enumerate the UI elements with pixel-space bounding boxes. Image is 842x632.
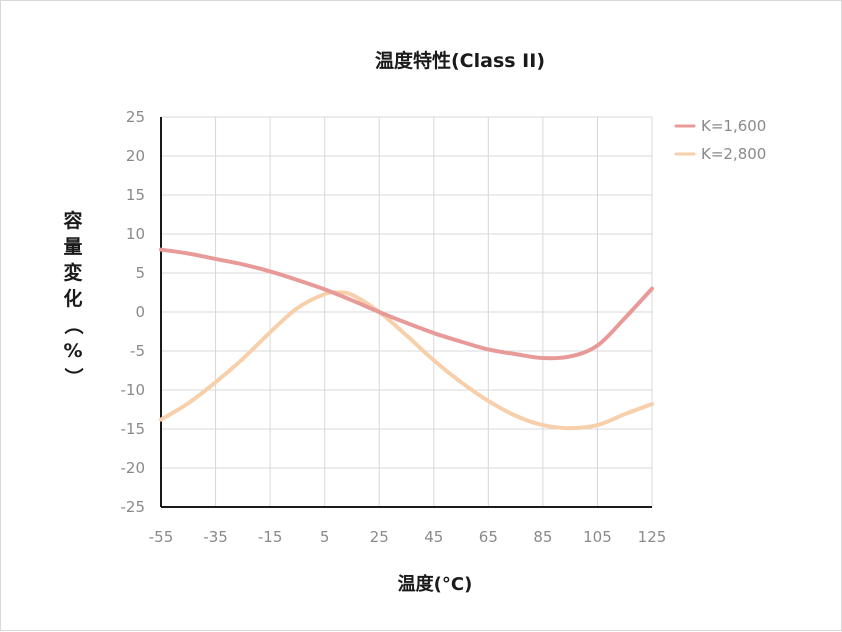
y-tick-label: 10: [126, 225, 145, 243]
x-tick-label: 5: [320, 528, 330, 546]
x-tick-label: -55: [149, 528, 174, 546]
y-tick-label: 0: [135, 303, 145, 321]
y-axis-label-char: ）: [62, 367, 85, 386]
y-axis-label-char: %: [63, 340, 82, 362]
x-tick-label: 45: [424, 528, 443, 546]
x-tick-label: -15: [258, 528, 283, 546]
legend: K=1,600 K=2,800: [674, 117, 766, 163]
y-axis-label-char: （: [62, 315, 85, 334]
grid-lines: [160, 116, 653, 508]
legend-label: K=2,800: [701, 145, 766, 163]
y-tick-labels: 25 20 15 10 5 0 -5 -10 -15 -20 -25: [121, 108, 146, 516]
series-lines: [159, 247, 654, 431]
y-tick-label: 5: [135, 264, 145, 282]
y-tick-label: -5: [130, 342, 145, 360]
y-axis-label-char: 変: [63, 261, 82, 284]
x-tick-labels: -55 -35 -15 5 25 45 65 85 105 125: [149, 528, 667, 546]
legend-label: K=1,600: [701, 117, 766, 135]
series-line-k-1-600: [159, 247, 654, 361]
chart-title: 温度特性(Class II): [375, 49, 545, 72]
y-tick-label: -10: [121, 381, 146, 399]
y-tick-label: -15: [121, 420, 146, 438]
x-tick-label: -35: [203, 528, 228, 546]
y-tick-label: 20: [126, 147, 145, 165]
y-tick-label: -20: [121, 459, 146, 477]
y-tick-label: -25: [121, 498, 146, 516]
axes: [160, 117, 652, 508]
y-axis-label-char: 化: [63, 287, 82, 310]
y-tick-label: 25: [126, 108, 145, 126]
x-tick-label: 105: [583, 528, 612, 546]
series-line-k-2-800: [159, 290, 654, 431]
x-tick-label: 65: [479, 528, 498, 546]
x-tick-label: 85: [533, 528, 552, 546]
x-tick-label: 25: [370, 528, 389, 546]
x-tick-label: 125: [638, 528, 667, 546]
y-axis-label-char: 量: [63, 236, 82, 258]
y-axis-label-char: 容: [63, 209, 82, 232]
y-tick-label: 15: [126, 186, 145, 204]
x-axis-label: 温度(°C): [398, 573, 473, 595]
